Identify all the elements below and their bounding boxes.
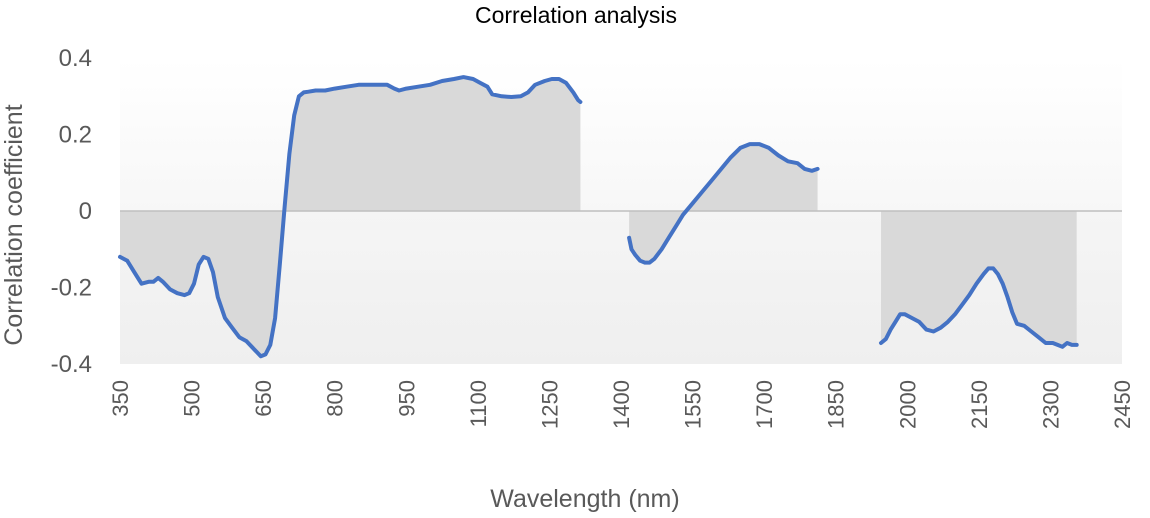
x-tick-label: 1250 [537,380,562,429]
y-axis-label: Correlation coefficient [0,104,28,345]
x-tick-label: 2300 [1038,380,1063,429]
x-tick-label: 1700 [752,380,777,429]
x-tick-label: 800 [323,380,348,417]
x-tick-label: 1100 [466,380,491,427]
area-segment-1 [120,77,581,357]
x-axis-ticks: 350 500 650 800 950 1100 1250 1400 1550 1700 1850 2… [108,380,1135,429]
y-tick-label: 0 [79,198,92,225]
y-tick-label: 0.2 [59,122,92,149]
series-line-3 [879,266,1079,349]
series-lines [118,75,1079,359]
x-tick-label: 1400 [609,380,634,429]
x-tick-label: 500 [180,380,205,417]
y-tick-label: 0.4 [59,45,92,72]
y-tick-label: -0.2 [51,275,92,302]
y-axis-ticks: 0.4 0.2 0 -0.2 -0.4 [51,45,92,378]
x-tick-label: 2000 [895,380,920,429]
area-segment-2 [629,144,818,263]
series-line-1 [118,75,583,359]
x-tick-label: 650 [251,380,276,417]
x-axis-label: Wavelength (nm) [490,485,679,513]
plot-bg-upper [120,58,1122,211]
series-line-2 [627,142,820,265]
y-tick-label: -0.4 [51,351,92,378]
x-tick-label: 350 [108,380,133,417]
x-tick-label: 2150 [967,380,992,429]
chart-title: Correlation analysis [475,2,677,28]
x-tick-label: 950 [394,380,419,417]
x-tick-label: 2450 [1110,380,1135,429]
x-tick-label: 1550 [681,380,706,429]
x-tick-label: 1850 [824,380,849,429]
